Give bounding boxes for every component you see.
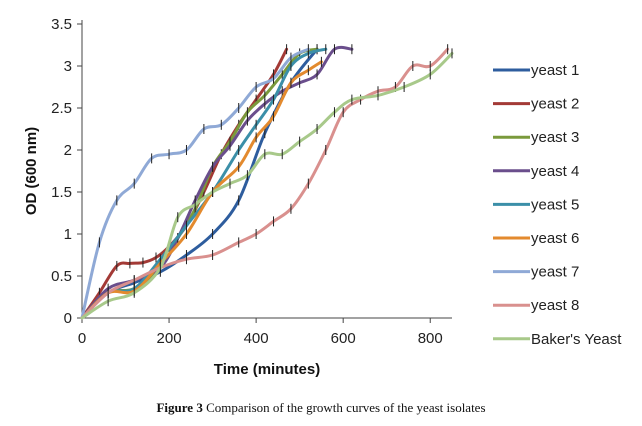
- chart-axes: 0 0.5 1 1.5 2 2.5 3 3.5 0 200 400 600 800 Time (minut…: [23, 16, 452, 378]
- legend-label: yeast 5: [531, 196, 579, 213]
- growth-curve-chart: 0 0.5 1 1.5 2 2.5 3 3.5 0 200 400 600 800 Time (minut…: [23, 16, 622, 378]
- chart-legend: yeast 1 yeast 2 yeast 3 yeast 4 yeast 5 yeast…: [493, 62, 622, 348]
- series-line: [80, 47, 328, 320]
- x-tick-label: 600: [331, 330, 356, 347]
- y-tick-label: 2.5: [51, 100, 72, 117]
- y-tick-label: 1.5: [51, 184, 72, 201]
- y-tick-label: 3.5: [51, 16, 72, 33]
- y-axis-title: OD (600 nm): [23, 127, 40, 215]
- x-tick-label: 200: [157, 330, 182, 347]
- legend-label: yeast 8: [531, 297, 579, 314]
- legend-label: yeast 2: [531, 96, 579, 113]
- legend-label: Baker's Yeast: [531, 331, 622, 348]
- series-line: [80, 47, 310, 320]
- caption-label: Figure 3: [156, 400, 203, 415]
- legend-label: yeast 1: [531, 62, 579, 79]
- x-tick-label: 400: [244, 330, 269, 347]
- caption-text: Comparison of the growth curves of the y…: [206, 400, 486, 415]
- series-yeast-7: [80, 44, 310, 320]
- y-tick-label: 2: [64, 142, 72, 159]
- figure-caption: Figure 3 Comparison of the growth curves…: [0, 400, 642, 416]
- legend-label: yeast 7: [531, 264, 579, 281]
- y-tick-label: 0.5: [51, 268, 72, 285]
- series-baker-s-yeast: [80, 48, 454, 320]
- legend-label: yeast 6: [531, 230, 579, 247]
- plot-area: [80, 44, 454, 320]
- x-tick-label: 800: [418, 330, 443, 347]
- series-line: [80, 60, 323, 320]
- legend-label: yeast 4: [531, 163, 579, 180]
- y-tick-label: 0: [64, 310, 72, 327]
- x-tick-label: 0: [78, 330, 86, 347]
- y-tick-label: 1: [64, 226, 72, 243]
- x-axis-title: Time (minutes): [214, 361, 320, 378]
- legend-label: yeast 3: [531, 129, 579, 146]
- y-tick-label: 3: [64, 58, 72, 75]
